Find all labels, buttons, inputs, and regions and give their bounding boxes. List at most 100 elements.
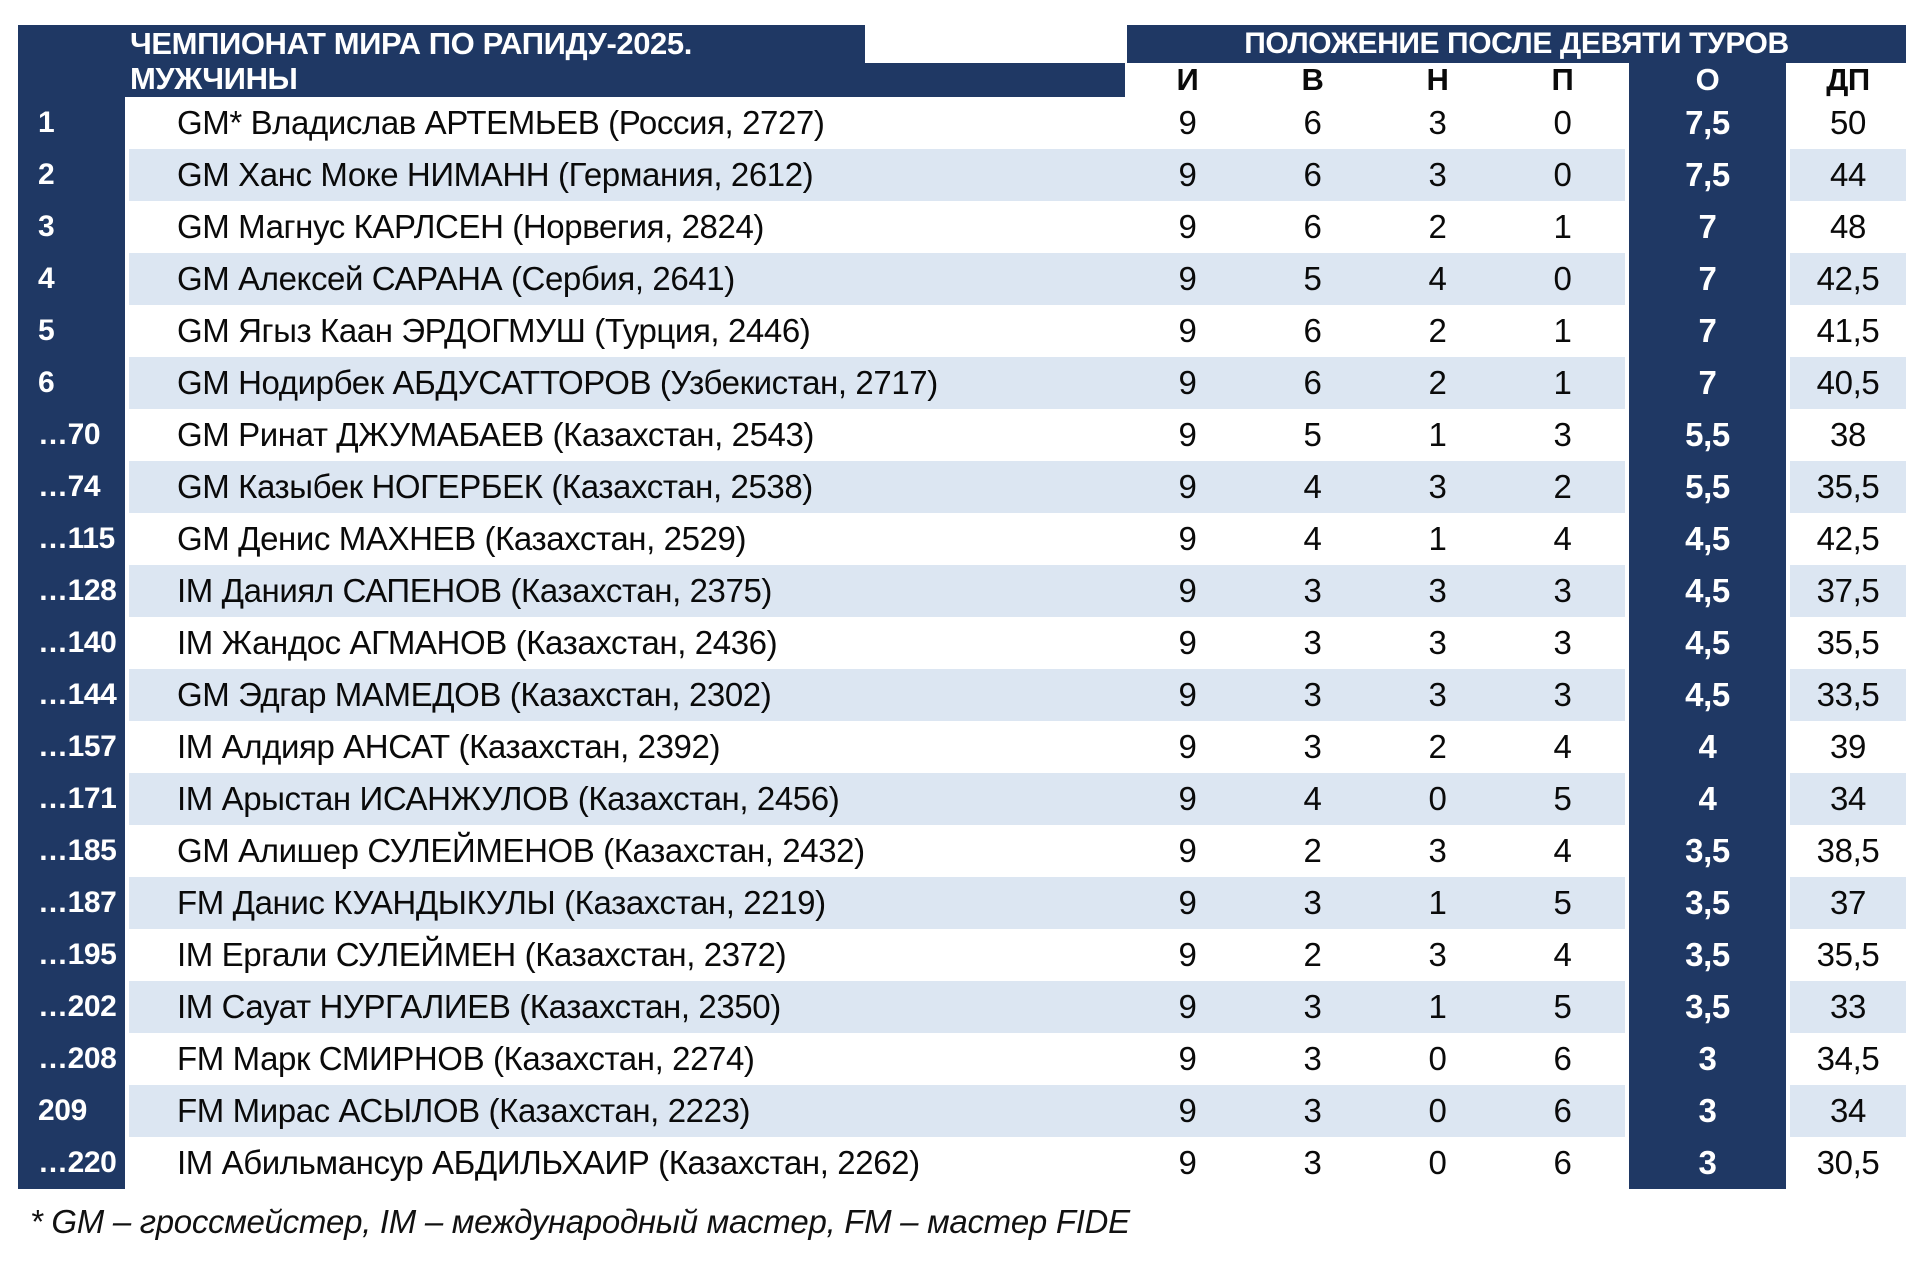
games-cell: 9 [1125, 201, 1250, 253]
player-name-cell: GM Алексей САРАНА (Сербия, 2641) [129, 253, 1125, 305]
tiebreak-separator [1786, 1085, 1790, 1137]
draws-cell: 1 [1375, 513, 1500, 565]
points-cell: 3 [1629, 1033, 1786, 1085]
table-row: 209 FM Мирас АСЫЛОВ (Казахстан, 2223) 9 3 0 6… [18, 1085, 1906, 1137]
games-cell: 9 [1125, 305, 1250, 357]
table-row: …74 GM Казыбек НОГЕРБЕК (Казахстан, 2538)… [18, 461, 1906, 513]
rank-separator [125, 1137, 129, 1189]
draws-cell: 0 [1375, 1137, 1500, 1189]
draws-cell: 3 [1375, 825, 1500, 877]
table-row: 6 GM Нодирбек АБДУСАТТОРОВ (Узбекистан, 2… [18, 357, 1906, 409]
tiebreak-cell: 35,5 [1790, 617, 1906, 669]
points-cell: 5,5 [1629, 409, 1786, 461]
table-row: …157 IM Алдияр АНСАТ (Казахстан, 2392) 9 3 2… [18, 721, 1906, 773]
wins-cell: 3 [1250, 721, 1375, 773]
tiebreak-separator [1786, 981, 1790, 1033]
tiebreak-separator [1786, 409, 1790, 461]
points-separator [1625, 1137, 1629, 1189]
table-row: …208 FM Марк СМИРНОВ (Казахстан, 2274) 9 3 0… [18, 1033, 1906, 1085]
tiebreak-cell: 30,5 [1790, 1137, 1906, 1189]
player-name-cell: IM Абильмансур АБДИЛЬХАИР (Казахстан, 22… [129, 1137, 1125, 1189]
points-separator [1625, 201, 1629, 253]
wins-cell: 3 [1250, 1137, 1375, 1189]
table-row: …185 GM Алишер СУЛЕЙМЕНОВ (Казахстан, 243… [18, 825, 1906, 877]
points-separator [1625, 825, 1629, 877]
rank-separator [125, 357, 129, 409]
table-row: …171 IM Арыстан ИСАНЖУЛОВ (Казахстан, 245… [18, 773, 1906, 825]
losses-cell: 4 [1500, 929, 1625, 981]
player-name-cell: IM Даниял САПЕНОВ (Казахстан, 2375) [129, 565, 1125, 617]
losses-cell: 3 [1500, 565, 1625, 617]
tiebreak-cell: 42,5 [1790, 253, 1906, 305]
rank-cell: …140 [18, 617, 125, 669]
losses-cell: 5 [1500, 773, 1625, 825]
player-name-cell: GM Магнус КАРЛСЕН (Норвегия, 2824) [129, 201, 1125, 253]
tiebreak-separator [1786, 461, 1790, 513]
standings-rows: 1 GM* Владислав АРТЕМЬЕВ (Россия, 2727) 9 6… [18, 97, 1906, 1189]
rank-cell: …128 [18, 565, 125, 617]
tiebreak-cell: 34 [1790, 1085, 1906, 1137]
tiebreak-cell: 38 [1790, 409, 1906, 461]
draws-cell: 3 [1375, 929, 1500, 981]
points-separator [1625, 669, 1629, 721]
rank-separator [125, 877, 129, 929]
points-separator [1625, 1033, 1629, 1085]
player-name-cell: GM Эдгар МАМЕДОВ (Казахстан, 2302) [129, 669, 1125, 721]
games-cell: 9 [1125, 617, 1250, 669]
draws-cell: 3 [1375, 461, 1500, 513]
player-name-cell: GM Денис МАХНЕВ (Казахстан, 2529) [129, 513, 1125, 565]
tiebreak-separator [1786, 1137, 1790, 1189]
tiebreak-cell: 38,5 [1790, 825, 1906, 877]
table-row: …195 IM Ергали СУЛЕЙМЕН (Казахстан, 2372)… [18, 929, 1906, 981]
points-cell: 4,5 [1629, 565, 1786, 617]
points-separator [1625, 513, 1629, 565]
wins-cell: 6 [1250, 305, 1375, 357]
wins-cell: 3 [1250, 669, 1375, 721]
points-cell: 3,5 [1629, 929, 1786, 981]
wins-cell: 6 [1250, 357, 1375, 409]
tiebreak-separator [1786, 617, 1790, 669]
points-separator [1625, 565, 1629, 617]
tiebreak-separator [1786, 565, 1790, 617]
losses-cell: 6 [1500, 1033, 1625, 1085]
rank-separator [125, 565, 129, 617]
header-line-1: ЧЕМПИОНАТ МИРА ПО РАПИДУ-2025. ПОЛОЖЕНИЕ… [18, 25, 1906, 63]
rank-separator [125, 409, 129, 461]
wins-cell: 4 [1250, 773, 1375, 825]
draws-cell: 2 [1375, 721, 1500, 773]
player-name-cell: IM Арыстан ИСАНЖУЛОВ (Казахстан, 2456) [129, 773, 1125, 825]
draws-cell: 0 [1375, 1085, 1500, 1137]
wins-cell: 3 [1250, 1085, 1375, 1137]
losses-cell: 3 [1500, 409, 1625, 461]
points-cell: 4 [1629, 721, 1786, 773]
player-name-cell: GM Ханс Моке НИМАНН (Германия, 2612) [129, 149, 1125, 201]
rank-cell: …220 [18, 1137, 125, 1189]
games-cell: 9 [1125, 825, 1250, 877]
points-cell: 4,5 [1629, 669, 1786, 721]
losses-cell: 2 [1500, 461, 1625, 513]
column-header-points: О [1629, 63, 1786, 97]
losses-cell: 0 [1500, 97, 1625, 149]
table-row: 5 GM Ягыз Каан ЭРДОГМУШ (Турция, 2446) 9 6 2… [18, 305, 1906, 357]
rank-cell: 4 [18, 253, 125, 305]
losses-cell: 3 [1500, 669, 1625, 721]
category-title: МУЖЧИНЫ [18, 63, 1125, 97]
rank-separator [125, 669, 129, 721]
tiebreak-cell: 37,5 [1790, 565, 1906, 617]
wins-cell: 3 [1250, 1033, 1375, 1085]
draws-cell: 2 [1375, 305, 1500, 357]
wins-cell: 3 [1250, 877, 1375, 929]
tiebreak-cell: 34 [1790, 773, 1906, 825]
column-separator [1625, 63, 1629, 97]
rank-separator [125, 253, 129, 305]
games-cell: 9 [1125, 253, 1250, 305]
player-name-cell: IM Ергали СУЛЕЙМЕН (Казахстан, 2372) [129, 929, 1125, 981]
losses-cell: 1 [1500, 201, 1625, 253]
wins-cell: 5 [1250, 253, 1375, 305]
wins-cell: 5 [1250, 409, 1375, 461]
points-separator [1625, 721, 1629, 773]
wins-cell: 2 [1250, 825, 1375, 877]
tiebreak-separator [1786, 253, 1790, 305]
tiebreak-separator [1786, 721, 1790, 773]
points-separator [1625, 877, 1629, 929]
